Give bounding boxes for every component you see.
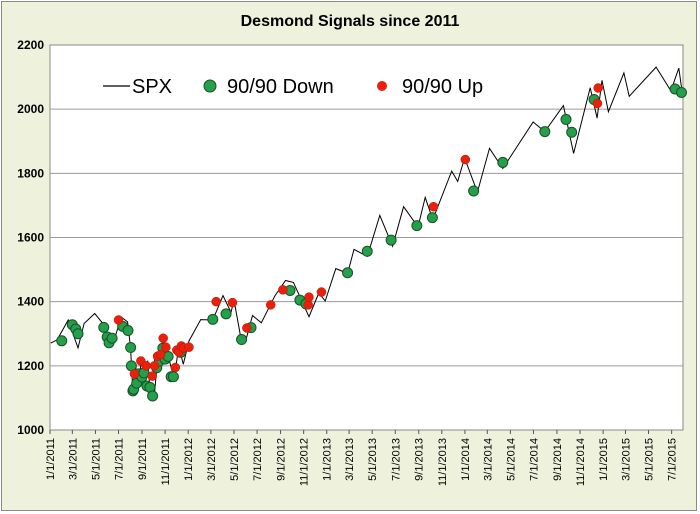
series-points-up <box>113 83 603 381</box>
down-signal-point <box>560 113 572 125</box>
up-signal-point <box>170 362 181 373</box>
x-tick-label: 11/1/2011 <box>160 438 172 485</box>
up-signal-point <box>304 292 314 302</box>
x-tick-label: 3/1/2015 <box>620 438 632 481</box>
down-signal-point <box>426 212 438 224</box>
x-tick-label: 3/1/2012 <box>206 438 218 481</box>
legend-marker-up <box>377 81 387 91</box>
down-signal-point <box>342 267 354 279</box>
x-tick-label: 1/1/2014 <box>460 438 472 481</box>
x-tick-label: 1/1/2011 <box>45 438 57 480</box>
up-signal-point <box>129 369 140 379</box>
x-tick-label: 1/1/2012 <box>183 438 195 481</box>
x-tick-label: 7/1/2014 <box>528 438 540 481</box>
up-signal-point <box>593 83 603 93</box>
down-signal-point <box>361 245 373 257</box>
down-signal-point <box>566 126 578 138</box>
y-axis: 1000 1200 1400 1600 1800 2000 2200 <box>17 38 44 437</box>
up-signal-point <box>278 285 288 295</box>
x-axis: 1/1/2011 3/1/2011 5/1/2011 7/1/2011 9/1/2011… <box>45 430 679 486</box>
x-tick-label: 11/1/2012 <box>299 438 311 486</box>
y-tick-label: 1400 <box>17 295 44 309</box>
up-signal-point <box>265 300 276 310</box>
x-tick-label: 5/1/2014 <box>505 438 517 481</box>
down-signal-point <box>468 185 480 197</box>
x-tick-label: 9/1/2014 <box>552 438 564 481</box>
x-tick-label: 3/1/2013 <box>344 438 356 481</box>
up-signal-point <box>149 361 160 371</box>
up-signal-point <box>460 154 471 165</box>
up-signal-point <box>227 297 238 308</box>
up-signal-point <box>184 342 194 352</box>
down-signal-point <box>106 332 118 344</box>
down-signal-point <box>385 234 397 246</box>
up-signal-point <box>592 98 603 109</box>
x-tick-label: 5/1/2011 <box>90 438 102 480</box>
down-signal-point <box>147 390 159 402</box>
x-tick-label: 7/1/2011 <box>114 438 126 480</box>
up-signal-point <box>158 333 168 343</box>
up-signal-point <box>147 371 157 381</box>
x-tick-label: 3/1/2014 <box>482 438 494 481</box>
x-tick-label: 5/1/2015 <box>644 438 656 481</box>
x-tick-label: 7/1/2013 <box>390 438 402 481</box>
x-tick-label: 5/1/2013 <box>367 438 379 481</box>
down-signal-point <box>98 321 110 333</box>
up-signal-point <box>211 296 221 307</box>
down-signal-point <box>220 308 232 320</box>
x-tick-label: 11/1/2014 <box>575 438 587 486</box>
x-tick-label: 7/1/2015 <box>667 438 679 481</box>
x-tick-label: 11/1/2013 <box>437 438 449 486</box>
x-tick-label: 9/1/2013 <box>414 438 426 481</box>
up-signal-point <box>428 201 439 212</box>
down-signal-point <box>675 86 687 98</box>
y-tick-label: 1800 <box>17 166 44 180</box>
legend-marker-down <box>203 79 217 93</box>
y-tick-label: 1600 <box>17 231 44 245</box>
chart-title: Desmond Signals since 2011 <box>241 13 460 30</box>
y-tick-label: 2200 <box>17 38 44 52</box>
legend-label-down: 90/90 Down <box>227 76 334 98</box>
up-signal-point <box>113 315 124 325</box>
up-signal-point <box>155 349 166 360</box>
x-tick-label: 1/1/2015 <box>598 438 610 481</box>
x-tick-label: 9/1/2011 <box>137 438 149 480</box>
legend: SPX 90/90 Down 90/90 Up <box>103 76 483 98</box>
down-signal-point <box>539 126 551 138</box>
up-signal-point <box>141 361 151 371</box>
down-signal-point <box>125 342 137 354</box>
down-signal-point <box>207 313 219 325</box>
down-signal-point <box>236 334 248 346</box>
down-signal-point <box>56 335 68 347</box>
y-tick-label: 2000 <box>17 102 44 116</box>
down-signal-point <box>122 325 134 337</box>
x-tick-label: 9/1/2012 <box>276 438 288 481</box>
x-tick-label: 1/1/2013 <box>322 438 334 481</box>
down-signal-point <box>497 156 509 168</box>
legend-label-spx: SPX <box>132 76 172 98</box>
up-signal-point <box>316 287 327 297</box>
legend-label-up: 90/90 Up <box>402 76 483 98</box>
y-tick-label: 1000 <box>17 423 44 437</box>
down-signal-point <box>411 220 423 232</box>
up-signal-point <box>161 342 171 352</box>
down-signal-point <box>72 328 84 340</box>
up-signal-point <box>242 323 252 333</box>
x-tick-label: 5/1/2012 <box>229 438 241 481</box>
y-tick-label: 1200 <box>17 359 44 373</box>
x-tick-label: 3/1/2011 <box>67 438 79 480</box>
x-tick-label: 7/1/2012 <box>252 438 264 481</box>
down-signal-point <box>167 371 179 383</box>
